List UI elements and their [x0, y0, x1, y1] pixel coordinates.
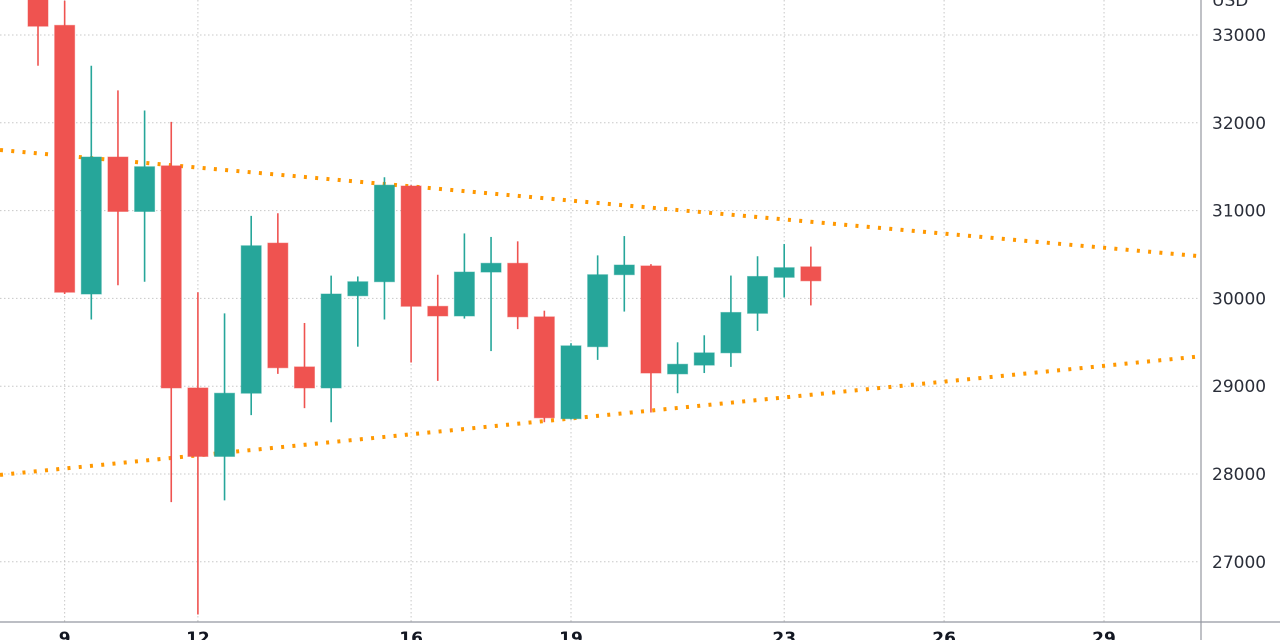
price-tick-label: 31000 — [1212, 202, 1266, 222]
candle-body — [54, 24, 76, 293]
bearish-candle[interactable] — [267, 213, 289, 374]
bullish-candle[interactable] — [80, 65, 102, 320]
price-tick-label: 27000 — [1212, 553, 1266, 573]
time-axis-labels: 9 12 16 19 23 26 29 — [59, 629, 1116, 640]
bullish-candle[interactable] — [773, 243, 795, 298]
candle-body — [480, 262, 502, 273]
candle-body — [560, 345, 582, 420]
bullish-candle[interactable] — [587, 255, 609, 360]
bearish-candle[interactable] — [507, 241, 529, 330]
candle-body — [720, 311, 742, 354]
time-tick-label: 23 — [772, 629, 796, 640]
bearish-candle[interactable] — [800, 246, 822, 306]
bullish-candle[interactable] — [720, 275, 742, 367]
bearish-candle[interactable] — [400, 185, 422, 363]
grid-lines — [0, 0, 1200, 622]
bullish-candle[interactable] — [134, 110, 156, 282]
candle-body — [773, 267, 795, 278]
candle-body — [453, 271, 475, 317]
candle-body — [27, 0, 49, 27]
time-tick-label: 26 — [932, 629, 956, 640]
candle-body — [187, 387, 209, 457]
candle-body — [667, 363, 689, 375]
bullish-candle[interactable] — [347, 276, 369, 347]
bearish-candle[interactable] — [27, 0, 49, 66]
candle-body — [373, 184, 395, 283]
bullish-candle[interactable] — [480, 236, 502, 352]
time-tick-label: 29 — [1092, 629, 1116, 640]
candle-body — [347, 281, 369, 297]
candle-body — [747, 275, 769, 314]
candle-body — [107, 156, 129, 212]
bearish-candle[interactable] — [640, 264, 662, 413]
time-axis[interactable] — [0, 623, 1200, 640]
price-tick-label: 30000 — [1212, 289, 1266, 309]
candle-body — [80, 156, 102, 295]
candle-body — [613, 264, 635, 276]
candle-body — [214, 392, 236, 457]
bullish-candle[interactable] — [747, 256, 769, 331]
bullish-candle[interactable] — [240, 215, 262, 416]
price-tick-label: 32000 — [1212, 114, 1266, 134]
candles — [27, 0, 822, 615]
candle-body — [320, 293, 342, 389]
bullish-candle[interactable] — [667, 342, 689, 394]
price-tick-label: 33000 — [1212, 26, 1266, 46]
bearish-candle[interactable] — [160, 121, 182, 503]
currency-label: USD — [1212, 0, 1248, 11]
price-tick-label: 29000 — [1212, 377, 1266, 397]
candle-body — [267, 242, 289, 369]
bullish-candle[interactable] — [613, 236, 635, 312]
candle-body — [693, 352, 715, 366]
bullish-candle[interactable] — [320, 275, 342, 423]
candle-body — [134, 166, 156, 212]
price-axis-labels: 27000 28000 29000 30000 31000 32000 33000 — [1212, 26, 1266, 573]
candle-body — [240, 245, 262, 394]
bullish-candle[interactable] — [373, 177, 395, 320]
time-tick-label: 12 — [186, 629, 210, 640]
time-tick-label: 9 — [59, 629, 71, 640]
candle-body — [160, 165, 182, 389]
bullish-candle[interactable] — [453, 233, 475, 319]
candle-body — [400, 185, 422, 307]
candle-body — [507, 262, 529, 318]
price-tick-label: 28000 — [1212, 465, 1266, 485]
time-tick-label: 16 — [399, 629, 423, 640]
candle-body — [640, 265, 662, 374]
bullish-candle[interactable] — [214, 313, 236, 501]
time-tick-label: 19 — [559, 629, 583, 640]
bearish-candle[interactable] — [54, 0, 76, 295]
candle-body — [294, 366, 315, 389]
bearish-candle[interactable] — [533, 310, 555, 423]
bullish-candle[interactable] — [560, 343, 582, 420]
candle-body — [533, 316, 555, 419]
candle-body — [800, 266, 822, 282]
bearish-candle[interactable] — [427, 274, 449, 381]
bearish-candle[interactable] — [294, 322, 315, 409]
price-axis[interactable] — [1202, 0, 1280, 621]
candle-body — [587, 274, 609, 348]
bearish-candle[interactable] — [107, 90, 129, 286]
bearish-candle[interactable] — [187, 292, 209, 615]
bullish-candle[interactable] — [693, 335, 715, 374]
candle-body — [427, 305, 449, 317]
